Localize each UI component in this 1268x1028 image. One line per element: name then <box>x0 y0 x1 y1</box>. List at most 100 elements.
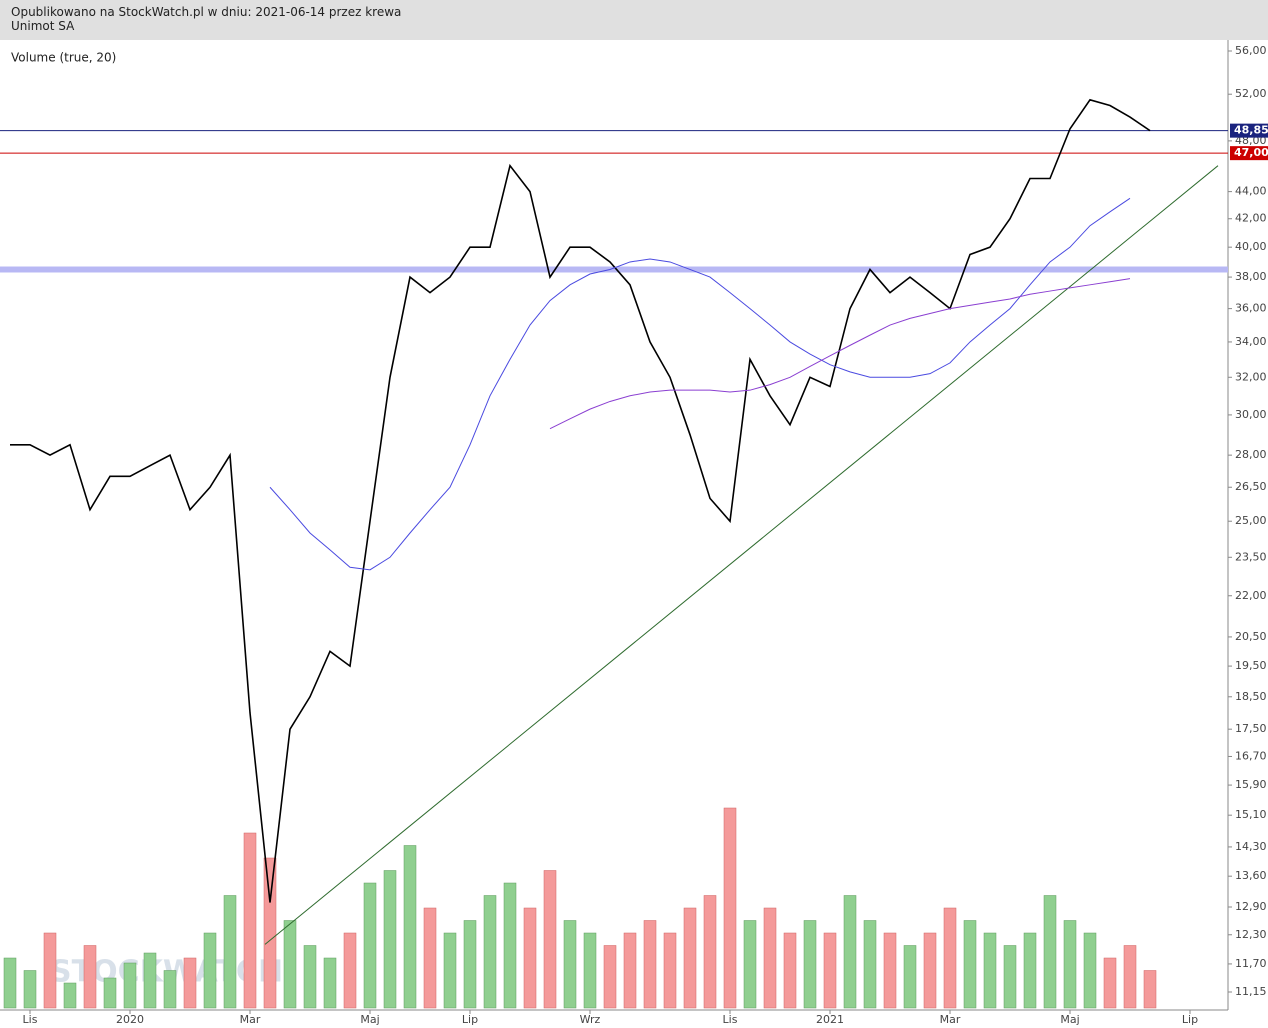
volume-bar <box>143 952 157 1009</box>
moving-average <box>549 278 1131 430</box>
x-tick-label: Maj <box>1060 1013 1079 1026</box>
volume-bar <box>743 920 757 1009</box>
volume-bar <box>663 932 677 1009</box>
volume-bar <box>403 845 417 1009</box>
y-tick-label: 42,00 <box>1235 212 1267 225</box>
volume-bar <box>1043 895 1057 1009</box>
volume-bar <box>383 870 397 1009</box>
y-tick-label: 16,70 <box>1235 749 1267 762</box>
y-tick-label: 23,50 <box>1235 550 1267 563</box>
x-tick-label: 2020 <box>116 1013 144 1026</box>
volume-bar <box>503 882 517 1009</box>
y-tick-label: 52,00 <box>1235 87 1267 100</box>
header-text: Unimot SA <box>11 19 75 33</box>
y-tick-label: 25,00 <box>1235 514 1267 527</box>
volume-bar <box>643 920 657 1009</box>
volume-bar <box>243 832 257 1009</box>
y-tick-label: 28,00 <box>1235 448 1267 461</box>
volume-bar <box>1023 932 1037 1009</box>
volume-bar <box>903 945 917 1009</box>
y-tick-label: 18,50 <box>1235 690 1267 703</box>
y-tick-label: 20,50 <box>1235 630 1267 643</box>
volume-bar <box>1063 920 1077 1009</box>
moving-average <box>269 197 1131 571</box>
y-tick-label: 36,00 <box>1235 302 1267 315</box>
y-tick-label: 56,00 <box>1235 44 1267 57</box>
volume-bar <box>1003 945 1017 1009</box>
volume-bar <box>323 957 337 1009</box>
y-tick-label: 44,00 <box>1235 185 1267 198</box>
volume-bar <box>183 957 197 1009</box>
volume-bar <box>223 895 237 1009</box>
x-tick-label: Lip <box>462 1013 478 1026</box>
volume-bar <box>803 920 817 1009</box>
volume-bar <box>463 920 477 1009</box>
volume-bar <box>343 932 357 1009</box>
volume-bar <box>83 945 97 1009</box>
volume-bar <box>583 932 597 1009</box>
price-label-box <box>1230 123 1268 138</box>
price-label: 47,00 <box>1234 146 1268 159</box>
header: Opublikowano na StockWatch.pl w dniu: 20… <box>0 0 1268 40</box>
y-tick-label: 11,15 <box>1235 985 1267 998</box>
volume-bar <box>23 970 37 1009</box>
volume-bar <box>3 957 17 1009</box>
volume-bar <box>43 932 57 1009</box>
volume-bar <box>923 932 937 1009</box>
y-tick-label: 26,50 <box>1235 480 1267 493</box>
y-tick-label: 14,30 <box>1235 840 1267 853</box>
y-tick-label: 17,50 <box>1235 722 1267 735</box>
volume-bar <box>1103 957 1117 1009</box>
y-tick-label: 32,00 <box>1235 370 1267 383</box>
x-tick-label: Mar <box>940 1013 961 1026</box>
y-tick-label: 15,10 <box>1235 808 1267 821</box>
chart: Volume (true, 20) STOCKWATCH 56,0052,004… <box>0 40 1268 1026</box>
volume-bar <box>983 932 997 1009</box>
volume-bar <box>1123 945 1137 1009</box>
x-tick-label: Lis <box>723 1013 738 1026</box>
volume-bar <box>443 932 457 1009</box>
x-tick-label: Lis <box>23 1013 38 1026</box>
volume-bar <box>543 870 557 1009</box>
y-tick-label: 40,00 <box>1235 240 1267 253</box>
volume-bar <box>363 882 377 1009</box>
volume-bar <box>1083 932 1097 1009</box>
x-tick-label: Mar <box>240 1013 261 1026</box>
x-tick-label: Wrz <box>580 1013 601 1026</box>
trendline <box>264 165 1219 945</box>
volume-bar <box>783 932 797 1009</box>
volume-bar <box>263 857 277 1009</box>
price-line <box>10 98 1151 903</box>
volume-bar <box>623 932 637 1009</box>
volume-bar <box>163 970 177 1009</box>
volume-bar <box>683 907 697 1009</box>
volume-bar <box>863 920 877 1009</box>
y-tick-label: 11,70 <box>1235 957 1267 970</box>
y-tick-label: 22,00 <box>1235 589 1267 602</box>
y-tick-label: 15,90 <box>1235 778 1267 791</box>
volume-bar <box>303 945 317 1009</box>
volume-bar <box>703 895 717 1009</box>
volume-bar <box>123 962 137 1009</box>
volume-bar <box>963 920 977 1009</box>
volume-bar <box>843 895 857 1009</box>
volume-bar <box>943 907 957 1009</box>
volume-bar <box>563 920 577 1009</box>
volume-bar <box>823 932 837 1009</box>
y-tick-label: 34,00 <box>1235 335 1267 348</box>
y-tick-label: 19,50 <box>1235 659 1267 672</box>
x-tick-label: Lip <box>1182 1013 1198 1026</box>
volume-bar <box>423 907 437 1009</box>
x-tick-label: Maj <box>360 1013 379 1026</box>
volume-bar <box>1143 970 1157 1009</box>
y-tick-label: 12,90 <box>1235 900 1267 913</box>
price-label: 48,85 <box>1234 124 1268 137</box>
volume-bar <box>723 807 737 1009</box>
y-tick-label: 30,00 <box>1235 408 1267 421</box>
subtitle: Volume (true, 20) <box>11 51 116 65</box>
volume-bar <box>523 907 537 1009</box>
volume-bar <box>283 920 297 1009</box>
volume-bar <box>483 895 497 1009</box>
x-tick-label: 2021 <box>816 1013 844 1026</box>
